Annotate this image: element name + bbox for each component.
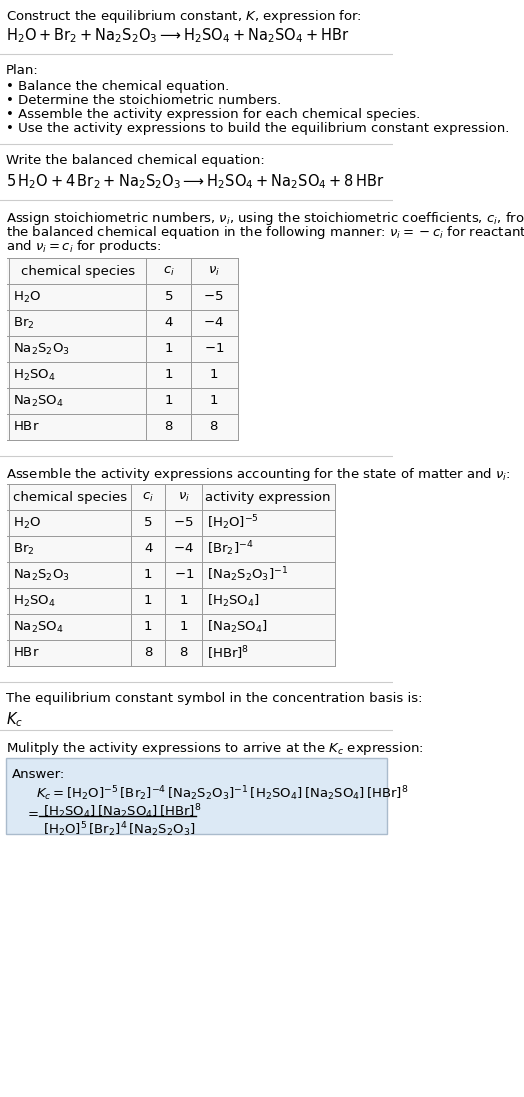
Text: $[\mathrm{HBr}]^8$: $[\mathrm{HBr}]^8$ [207,644,249,661]
Text: $[\mathrm{H_2O}]^5\,[\mathrm{Br_2}]^4\,[\mathrm{Na_2S_2O_3}]$: $[\mathrm{H_2O}]^5\,[\mathrm{Br_2}]^4\,[… [43,819,195,839]
Text: $\mathrm{Br_2}$: $\mathrm{Br_2}$ [14,316,35,330]
Text: $1$: $1$ [209,369,219,382]
Text: 5: 5 [165,291,173,304]
Text: $\nu_i$: $\nu_i$ [178,490,190,504]
Text: Assign stoichiometric numbers, $\nu_i$, using the stoichiometric coefficients, $: Assign stoichiometric numbers, $\nu_i$, … [6,210,524,227]
Text: $[\mathrm{Na_2S_2O_3}]^{-1}$: $[\mathrm{Na_2S_2O_3}]^{-1}$ [207,566,288,585]
Text: 1: 1 [144,568,152,581]
Text: $\mathrm{Na_2S_2O_3}$: $\mathrm{Na_2S_2O_3}$ [14,567,70,583]
Text: and $\nu_i = c_i$ for products:: and $\nu_i = c_i$ for products: [6,238,161,255]
Text: chemical species: chemical species [20,264,135,278]
Text: Construct the equilibrium constant, $K$, expression for:: Construct the equilibrium constant, $K$,… [6,8,362,25]
Text: $=$: $=$ [26,806,40,819]
Text: $\mathrm{H_2O}$: $\mathrm{H_2O}$ [14,290,41,305]
Text: $\mathrm{Br_2}$: $\mathrm{Br_2}$ [14,542,35,556]
Text: activity expression: activity expression [205,490,331,504]
Text: 4: 4 [144,543,152,555]
Text: • Balance the chemical equation.: • Balance the chemical equation. [6,80,229,93]
Text: • Use the activity expressions to build the equilibrium constant expression.: • Use the activity expressions to build … [6,122,509,135]
Text: $\mathrm{Na_2S_2O_3}$: $\mathrm{Na_2S_2O_3}$ [14,341,70,357]
Text: 1: 1 [144,621,152,633]
Bar [7,484,335,666]
Text: 5: 5 [144,517,152,530]
Text: $\mathrm{Na_2SO_4}$: $\mathrm{Na_2SO_4}$ [14,620,64,634]
Text: The equilibrium constant symbol in the concentration basis is:: The equilibrium constant symbol in the c… [6,692,422,705]
Text: $[\mathrm{H_2SO_4}]$: $[\mathrm{H_2SO_4}]$ [207,593,260,609]
Text: $[\mathrm{Br_2}]^{-4}$: $[\mathrm{Br_2}]^{-4}$ [207,540,254,558]
Text: $-4$: $-4$ [203,317,224,329]
Text: 8: 8 [144,646,152,659]
Text: $\mathrm{HBr}$: $\mathrm{HBr}$ [14,420,40,433]
Text: • Assemble the activity expression for each chemical species.: • Assemble the activity expression for e… [6,108,420,121]
Text: $[\mathrm{H_2SO_4}]\,[\mathrm{Na_2SO_4}]\,[\mathrm{HBr}]^8$: $[\mathrm{H_2SO_4}]\,[\mathrm{Na_2SO_4}]… [43,802,201,821]
Text: $\mathrm{5\,H_2O + 4\,Br_2 + Na_2S_2O_3 \longrightarrow H_2SO_4 + Na_2SO_4 + 8\,: $\mathrm{5\,H_2O + 4\,Br_2 + Na_2S_2O_3 … [6,172,385,191]
Text: $\nu_i$: $\nu_i$ [208,264,220,278]
Text: $8$: $8$ [209,420,219,433]
Text: the balanced chemical equation in the following manner: $\nu_i = -c_i$ for react: the balanced chemical equation in the fo… [6,224,524,241]
Text: $-5$: $-5$ [203,291,224,304]
Text: $\mathrm{H_2O + Br_2 + Na_2S_2O_3 \longrightarrow H_2SO_4 + Na_2SO_4 + HBr}$: $\mathrm{H_2O + Br_2 + Na_2S_2O_3 \longr… [6,26,350,45]
Text: $8$: $8$ [179,646,189,659]
Text: $-1$: $-1$ [173,568,194,581]
Text: 4: 4 [165,317,173,329]
Text: • Determine the stoichiometric numbers.: • Determine the stoichiometric numbers. [6,94,281,108]
Text: $\mathrm{HBr}$: $\mathrm{HBr}$ [14,646,40,659]
Text: $\mathrm{H_2SO_4}$: $\mathrm{H_2SO_4}$ [14,367,56,383]
Text: 8: 8 [165,420,173,433]
Bar [6,758,387,834]
Text: $K_c = [\mathrm{H_2O}]^{-5}\,[\mathrm{Br_2}]^{-4}\,[\mathrm{Na_2S_2O_3}]^{-1}\,[: $K_c = [\mathrm{H_2O}]^{-5}\,[\mathrm{Br… [36,784,408,803]
Text: $[\mathrm{Na_2SO_4}]$: $[\mathrm{Na_2SO_4}]$ [207,619,268,635]
Text: $\mathrm{H_2O}$: $\mathrm{H_2O}$ [14,516,41,531]
Text: $c_i$: $c_i$ [163,264,174,278]
Bar [7,258,238,440]
Text: $K_c$: $K_c$ [6,710,23,728]
Text: $-5$: $-5$ [173,517,194,530]
Text: Write the balanced chemical equation:: Write the balanced chemical equation: [6,154,265,167]
Text: $c_i$: $c_i$ [142,490,154,504]
Text: $\mathrm{H_2SO_4}$: $\mathrm{H_2SO_4}$ [14,593,56,609]
Text: Assemble the activity expressions accounting for the state of matter and $\nu_i$: Assemble the activity expressions accoun… [6,466,511,483]
Text: $[\mathrm{H_2O}]^{-5}$: $[\mathrm{H_2O}]^{-5}$ [207,513,259,532]
Text: Mulitply the activity expressions to arrive at the $K_c$ expression:: Mulitply the activity expressions to arr… [6,740,424,757]
Text: $\mathrm{Na_2SO_4}$: $\mathrm{Na_2SO_4}$ [14,394,64,408]
Text: chemical species: chemical species [13,490,127,504]
Text: 1: 1 [144,595,152,608]
Text: $1$: $1$ [179,621,188,633]
Text: $-1$: $-1$ [203,342,224,355]
Text: 1: 1 [165,395,173,407]
Text: $1$: $1$ [209,395,219,407]
Text: 1: 1 [165,369,173,382]
Text: 1: 1 [165,342,173,355]
Text: $1$: $1$ [179,595,188,608]
Text: $-4$: $-4$ [173,543,194,555]
Text: Plan:: Plan: [6,64,39,77]
Text: Answer:: Answer: [12,768,66,781]
